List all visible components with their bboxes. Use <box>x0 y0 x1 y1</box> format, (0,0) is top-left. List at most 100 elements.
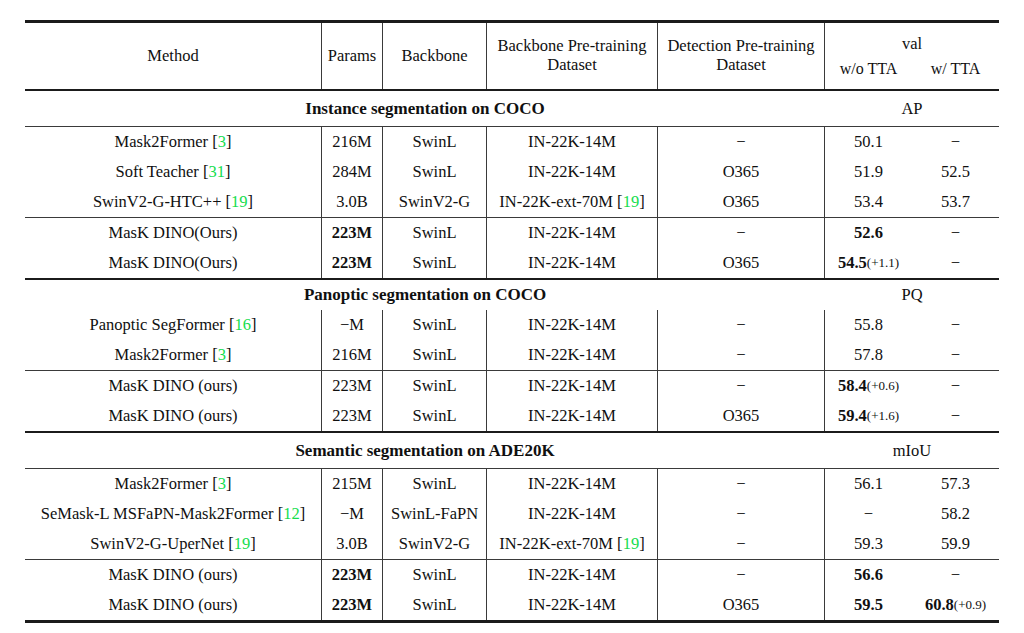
detection-pretraining-cell: − <box>658 371 825 401</box>
table-row: MasK DINO(Ours)223MSwinLIN-22K-14M−52.6− <box>25 218 999 248</box>
table-row: MasK DINO(Ours)223MSwinLIN-22K-14MO36554… <box>25 248 999 278</box>
backbone-pretraining-cell: IN-22K-14M <box>487 340 658 370</box>
params-cell: 3.0B <box>322 187 383 217</box>
params-cell: −M <box>322 499 383 529</box>
baseline-row-group: Panoptic SegFormer [16]−MSwinLIN-22K-14M… <box>25 310 999 370</box>
wo-tta-cell: 55.8 <box>825 310 912 340</box>
section-metric-label: mIoU <box>825 441 999 461</box>
method-cell: MasK DINO (ours) <box>25 590 322 620</box>
table-row: SwinV2-G-UperNet [19]3.0BSwinV2-GIN-22K-… <box>25 529 999 559</box>
method-cell: SwinV2-G-HTC++ [19] <box>25 187 322 217</box>
citation-link[interactable]: 19 <box>234 534 251 554</box>
citation-link[interactable]: 3 <box>218 345 226 365</box>
w-tta-cell: 57.3 <box>912 469 999 499</box>
w-tta-cell: 52.5 <box>912 157 999 187</box>
results-table: Method Params Backbone Backbone Pre-trai… <box>25 20 999 623</box>
w-tta-cell: − <box>912 401 999 431</box>
method-cell: Mask2Former [3] <box>25 340 322 370</box>
backbone-pretraining-cell: IN-22K-14M <box>487 499 658 529</box>
w-tta-cell: 53.7 <box>912 187 999 217</box>
backbone-pretraining-cell: IN-22K-14M <box>487 218 658 248</box>
citation-link[interactable]: 12 <box>283 504 300 524</box>
table-row: Mask2Former [3]216MSwinLIN-22K-14M−57.8− <box>25 340 999 370</box>
ours-row-group: MasK DINO (ours)223MSwinLIN-22K-14M−56.6… <box>25 559 999 620</box>
params-cell: 284M <box>322 157 383 187</box>
backbone-cell: SwinL <box>383 248 487 278</box>
backbone-pretraining-cell: IN-22K-14M <box>487 401 658 431</box>
detection-pretraining-cell: − <box>658 560 825 590</box>
detection-pretraining-cell: − <box>658 218 825 248</box>
method-cell: MasK DINO (ours) <box>25 371 322 401</box>
params-cell: 223M <box>322 401 383 431</box>
w-tta-cell: − <box>912 371 999 401</box>
backbone-cell: SwinV2-G <box>383 529 487 559</box>
citation-link[interactable]: 19 <box>623 534 640 554</box>
w-tta-cell: − <box>912 127 999 157</box>
header-backbone-pretraining: Backbone Pre-training Dataset <box>487 23 658 89</box>
params-cell: 216M <box>322 127 383 157</box>
params-cell: 216M <box>322 340 383 370</box>
backbone-cell: SwinL <box>383 127 487 157</box>
backbone-cell: SwinL <box>383 218 487 248</box>
w-tta-cell: 60.8(+0.9) <box>912 590 999 620</box>
backbone-cell: SwinV2-G <box>383 187 487 217</box>
table-row: Soft Teacher [31]284MSwinLIN-22K-14MO365… <box>25 157 999 187</box>
wo-tta-cell: 53.4 <box>825 187 912 217</box>
table-section: Panoptic segmentation on COCOPQPanoptic … <box>25 280 999 433</box>
section-title-row: Panoptic segmentation on COCOPQ <box>25 280 999 310</box>
backbone-pretraining-cell: IN-22K-14M <box>487 310 658 340</box>
w-tta-cell: 58.2 <box>912 499 999 529</box>
citation-link[interactable]: 19 <box>231 192 248 212</box>
params-cell: 215M <box>322 469 383 499</box>
w-tta-cell: − <box>912 340 999 370</box>
header-method: Method <box>25 23 322 89</box>
detection-pretraining-cell: O365 <box>658 401 825 431</box>
method-cell: MasK DINO(Ours) <box>25 248 322 278</box>
wo-tta-cell: − <box>825 499 912 529</box>
backbone-cell: SwinL <box>383 340 487 370</box>
paper-table-page: Method Params Backbone Backbone Pre-trai… <box>0 20 1024 633</box>
section-title: Semantic segmentation on ADE20K <box>25 441 825 461</box>
wo-tta-cell: 56.1 <box>825 469 912 499</box>
w-tta-cell: − <box>912 218 999 248</box>
backbone-cell: SwinL <box>383 371 487 401</box>
backbone-pretraining-cell: IN-22K-14M <box>487 248 658 278</box>
ours-row-group: MasK DINO(Ours)223MSwinLIN-22K-14M−52.6−… <box>25 217 999 278</box>
table-row: SwinV2-G-HTC++ [19]3.0BSwinV2-GIN-22K-ex… <box>25 187 999 217</box>
params-cell: −M <box>322 310 383 340</box>
header-wo-tta: w/o TTA <box>825 60 912 78</box>
citation-link[interactable]: 31 <box>208 162 225 182</box>
section-title: Instance segmentation on COCO <box>25 99 825 119</box>
wo-tta-cell: 57.8 <box>825 340 912 370</box>
table-section: Instance segmentation on COCOAPMask2Form… <box>25 91 999 280</box>
table-row: Mask2Former [3]216MSwinLIN-22K-14M−50.1− <box>25 127 999 157</box>
backbone-pretraining-cell: IN-22K-14M <box>487 157 658 187</box>
params-cell: 223M <box>322 248 383 278</box>
backbone-pretraining-cell: IN-22K-14M <box>487 469 658 499</box>
method-cell: MasK DINO(Ours) <box>25 218 322 248</box>
header-detection-pretraining: Detection Pre-training Dataset <box>658 23 825 89</box>
citation-link[interactable]: 3 <box>218 474 226 494</box>
detection-pretraining-cell: − <box>658 499 825 529</box>
detection-pretraining-cell: − <box>658 127 825 157</box>
citation-link[interactable]: 19 <box>623 192 640 212</box>
section-title-row: Semantic segmentation on ADE20KmIoU <box>25 433 999 469</box>
citation-link[interactable]: 16 <box>234 315 251 335</box>
ours-row-group: MasK DINO (ours)223MSwinLIN-22K-14M−58.4… <box>25 370 999 431</box>
header-w-tta: w/ TTA <box>912 60 999 78</box>
table-row: MasK DINO (ours)223MSwinLIN-22K-14MO3655… <box>25 590 999 620</box>
method-cell: Mask2Former [3] <box>25 127 322 157</box>
header-detection-pretraining-line1: Detection Pre-training <box>667 36 814 55</box>
method-cell: Soft Teacher [31] <box>25 157 322 187</box>
detection-pretraining-cell: − <box>658 529 825 559</box>
wo-tta-cell: 59.3 <box>825 529 912 559</box>
section-metric-label: PQ <box>825 285 999 305</box>
backbone-pretraining-cell: IN-22K-14M <box>487 560 658 590</box>
backbone-cell: SwinL <box>383 310 487 340</box>
header-val-group: val w/o TTA w/ TTA <box>825 23 999 89</box>
citation-link[interactable]: 3 <box>218 132 226 152</box>
header-val: val <box>825 34 999 54</box>
detection-pretraining-cell: − <box>658 469 825 499</box>
detection-pretraining-cell: O365 <box>658 590 825 620</box>
header-detection-pretraining-line2: Dataset <box>716 55 765 74</box>
